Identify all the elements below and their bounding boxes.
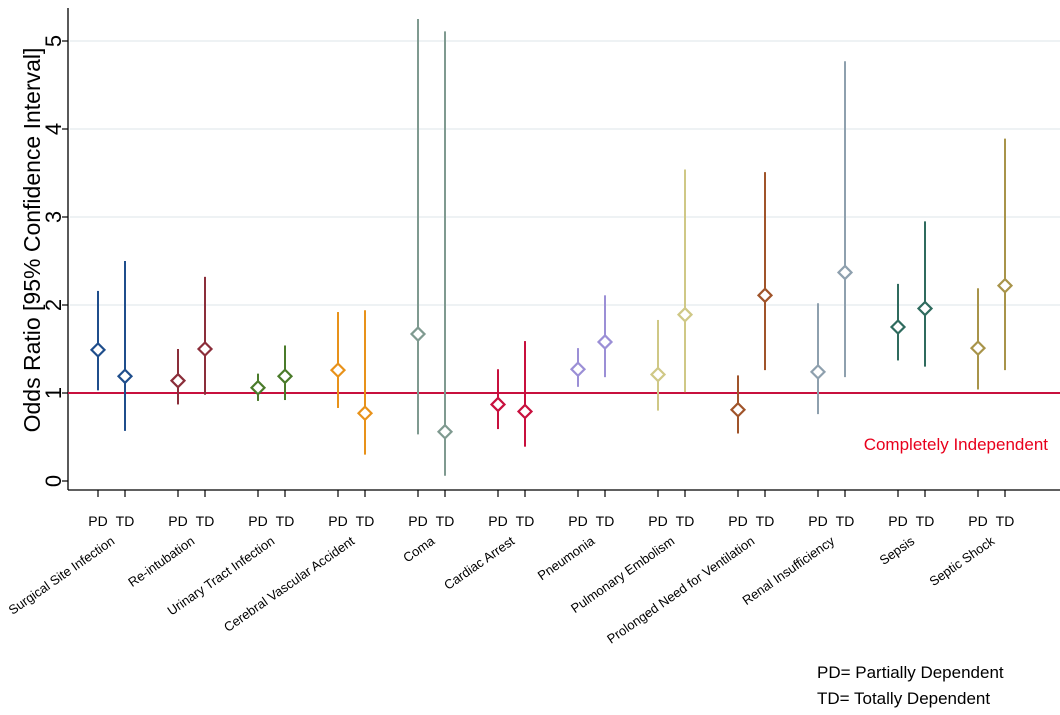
group-label: PD [488,513,507,529]
axes: 0 1 2 3 4 5 [41,8,1060,497]
category-label: Surgical Site Infection [6,533,118,617]
or-point [116,368,134,385]
y-axis-title: Odds Ratio [95% Confidence Interval] [19,48,45,433]
group-label: TD [516,513,535,529]
or-point [916,300,934,317]
group-label: TD [836,513,855,529]
group-label: PD [168,513,187,529]
legend-note-td: TD= Totally Dependent [817,689,991,708]
group-label: TD [196,513,215,529]
or-point [409,325,427,343]
or-point [836,264,854,281]
or-point [676,306,694,323]
y-tick-label: 1 [41,387,66,399]
category-label: Re-intubation [125,533,197,590]
group-label: PD [968,513,987,529]
category-label: Sepsis [877,533,918,568]
or-point [996,277,1014,294]
category-label: Septic Shock [926,533,997,589]
or-point [196,340,214,358]
group-label: TD [676,513,695,529]
reference-line-group: Completely Independent [68,392,1060,454]
group-label: PD [728,513,747,529]
group-label: TD [996,513,1015,529]
group-label: PD [248,513,267,529]
or-point [356,405,374,422]
or-point [649,366,667,383]
reference-line-label: Completely Independent [864,435,1049,454]
y-tick-label: 4 [41,123,66,135]
or-point [596,333,614,351]
group-label: PD [568,513,587,529]
group-label: TD [356,513,375,529]
group-label: TD [436,513,455,529]
category-label: Prolonged Need for Ventilation [604,533,757,646]
data-marks [89,19,1014,476]
or-point [489,396,507,413]
or-point [756,287,774,304]
gridlines [70,40,1060,394]
group-label: TD [276,513,295,529]
group-label: TD [596,513,615,529]
or-point [169,372,187,389]
y-tick-label: 5 [41,35,66,47]
category-label: Coma [400,533,438,566]
or-point [969,340,987,357]
group-label: PD [808,513,827,529]
y-tick-label: 2 [41,299,66,311]
group-label: TD [916,513,935,529]
category-label: Cerebral Vascular Accident [221,533,358,635]
group-label: TD [756,513,775,529]
group-label: TD [116,513,135,529]
or-point [809,363,827,380]
y-tick-label: 0 [41,475,66,487]
or-point [329,362,347,379]
or-point [89,341,107,358]
group-label: PD [88,513,107,529]
or-point [276,368,294,385]
group-label: PD [408,513,427,529]
or-point [889,318,907,336]
or-point [516,403,534,420]
or-point [729,401,747,418]
category-label: Pneumonia [535,533,598,583]
or-point [249,379,267,396]
x-axis-labels: PD TD Surgical Site Infection PD TD Re-intuba… [6,513,1015,647]
group-label: PD [648,513,667,529]
or-point [436,423,454,440]
category-label: Cardiac Arrest [441,533,517,593]
or-point [569,361,587,378]
group-label: PD [888,513,907,529]
group-label: PD [328,513,347,529]
legend-note-pd: PD= Partially Dependent [817,663,1004,682]
y-tick-label: 3 [41,211,66,223]
